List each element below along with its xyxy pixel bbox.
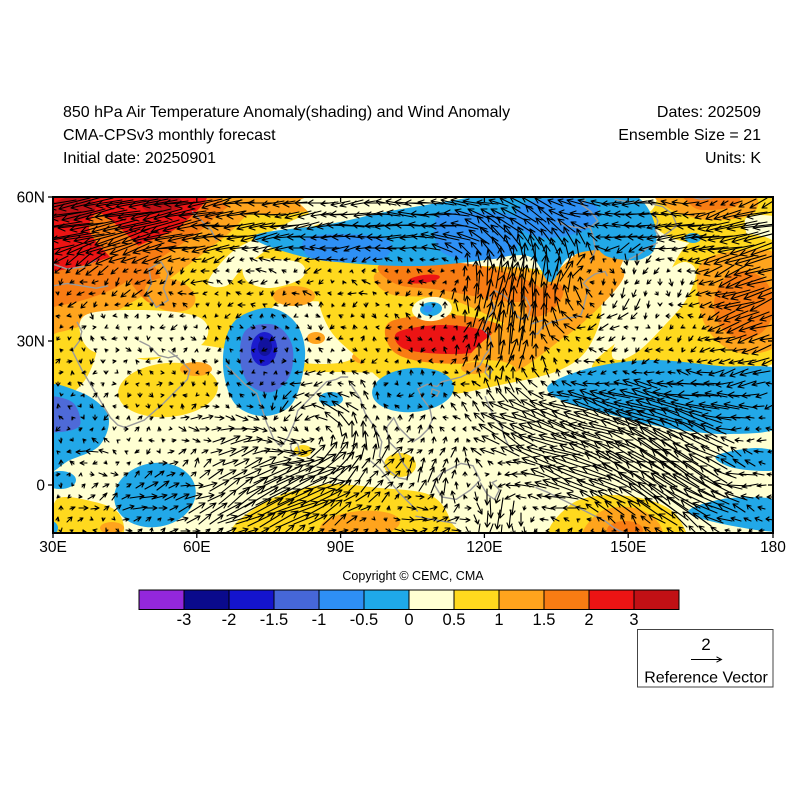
svg-text:Ensemble Size = 21: Ensemble Size = 21 [618,127,761,144]
svg-text:-1: -1 [312,611,327,629]
svg-text:-1.5: -1.5 [260,611,288,629]
svg-text:CMA-CPSv3 monthly forecast: CMA-CPSv3 monthly forecast [63,127,276,144]
svg-text:0: 0 [36,478,45,495]
svg-text:30E: 30E [39,539,67,556]
svg-text:1: 1 [494,611,503,629]
svg-text:3: 3 [629,611,638,629]
svg-text:Dates: 202509: Dates: 202509 [657,104,761,121]
svg-text:Copyright © CEMC, CMA: Copyright © CEMC, CMA [342,569,484,583]
svg-text:0.5: 0.5 [443,611,466,629]
svg-text:850 hPa Air Temperature Anomal: 850 hPa Air Temperature Anomaly(shading)… [63,104,510,121]
svg-text:-2: -2 [222,611,237,629]
svg-text:120E: 120E [466,539,502,556]
svg-text:2: 2 [701,635,710,654]
svg-text:-3: -3 [177,611,192,629]
svg-text:90E: 90E [327,539,355,556]
svg-text:Initial date: 20250901: Initial date: 20250901 [63,150,216,167]
svg-text:1.5: 1.5 [533,611,556,629]
svg-text:Units: K: Units: K [705,150,761,167]
svg-text:150E: 150E [610,539,646,556]
svg-text:60E: 60E [183,539,211,556]
svg-text:180: 180 [760,539,786,556]
svg-text:Reference Vector: Reference Vector [644,670,768,687]
svg-text:-0.5: -0.5 [350,611,378,629]
svg-text:60N: 60N [17,190,45,207]
svg-text:2: 2 [584,611,593,629]
svg-text:30N: 30N [17,334,45,351]
svg-text:0: 0 [404,611,413,629]
